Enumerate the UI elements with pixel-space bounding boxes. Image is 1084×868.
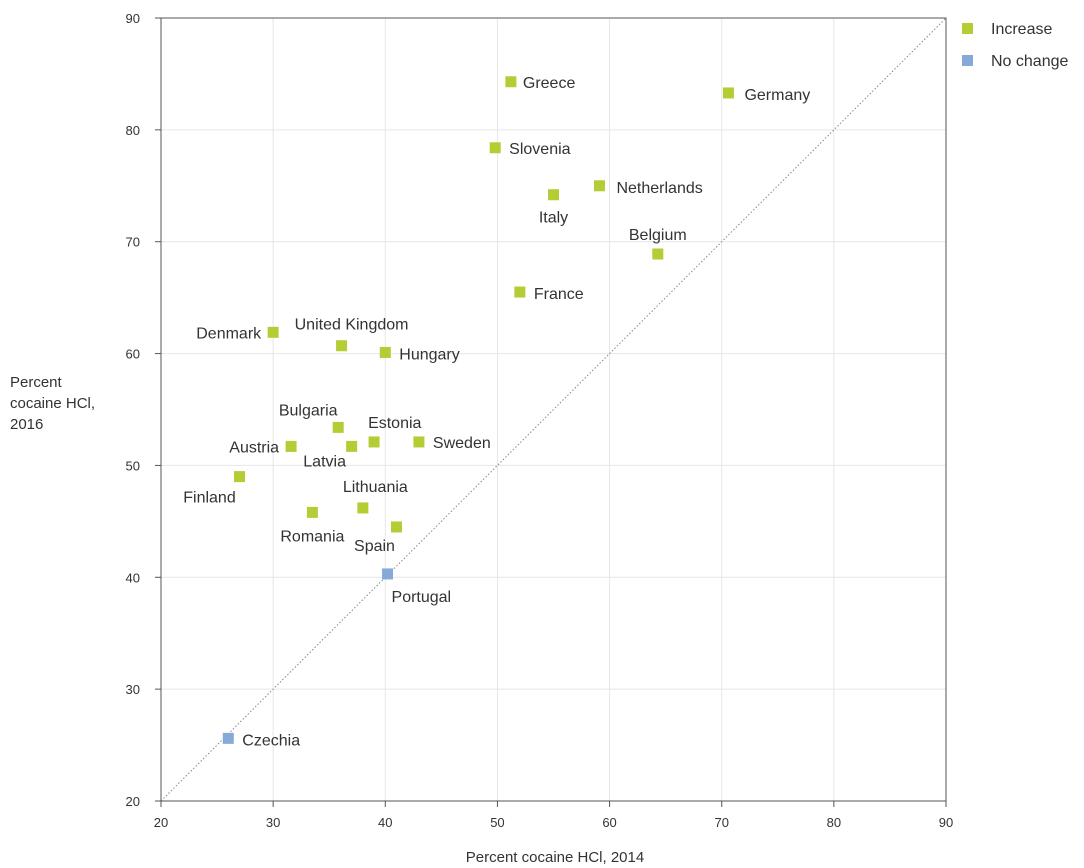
- legend: Increase No change: [962, 21, 1068, 70]
- y-tick-label-40: 40: [126, 570, 140, 585]
- label-denmark: Denmark: [196, 325, 262, 342]
- y-tick-label-70: 70: [126, 235, 140, 250]
- legend-item-no-change: No change: [962, 53, 1068, 70]
- legend-label-no-change: No change: [991, 53, 1068, 70]
- point-lithuania: [357, 502, 369, 514]
- label-italy: Italy: [539, 210, 568, 227]
- label-netherlands: Netherlands: [616, 180, 702, 197]
- y-axis-label-line-2: cocaine HCl,: [10, 395, 95, 412]
- label-finland: Finland: [183, 490, 235, 507]
- point-austria: [285, 440, 297, 452]
- point-hungary: [379, 346, 391, 358]
- label-united-kingdom: United Kingdom: [295, 317, 409, 334]
- label-estonia: Estonia: [368, 415, 421, 432]
- y-tick-label-90: 90: [126, 11, 140, 26]
- label-lithuania: Lithuania: [343, 479, 408, 496]
- label-belgium: Belgium: [629, 227, 687, 244]
- x-axis-label: Percent cocaine HCl, 2014: [466, 849, 644, 866]
- y-axis-label-line-1: Percent: [10, 374, 63, 391]
- x-tick-label-70: 70: [714, 815, 728, 830]
- label-slovenia: Slovenia: [509, 141, 570, 158]
- point-romania: [306, 506, 318, 518]
- label-czechia: Czechia: [242, 732, 300, 749]
- label-latvia: Latvia: [303, 453, 346, 470]
- y-axis-ticks: 20 30 40 50 60 70 80 90: [126, 11, 161, 809]
- point-portugal: [382, 568, 394, 580]
- y-tick-label-20: 20: [126, 794, 140, 809]
- label-austria: Austria: [229, 439, 279, 456]
- point-italy: [548, 189, 559, 201]
- label-germany: Germany: [744, 87, 810, 104]
- point-finland: [234, 471, 245, 483]
- point-czechia: [222, 732, 234, 744]
- label-greece: Greece: [523, 75, 576, 92]
- y-tick-label-30: 30: [126, 682, 140, 697]
- data-points: [222, 76, 734, 744]
- x-tick-label-50: 50: [490, 815, 504, 830]
- point-france: [514, 286, 526, 298]
- x-tick-label-90: 90: [939, 815, 953, 830]
- x-tick-label-80: 80: [827, 815, 841, 830]
- legend-item-increase: Increase: [962, 21, 1052, 38]
- point-denmark: [267, 326, 279, 338]
- label-spain: Spain: [354, 538, 395, 555]
- y-tick-label-60: 60: [126, 347, 140, 362]
- point-united-kingdom: [336, 340, 348, 352]
- data-labels: Greece Germany Slovenia Netherlands Italy Bel…: [183, 75, 810, 750]
- point-latvia: [346, 440, 358, 452]
- y-tick-label-50: 50: [126, 458, 140, 473]
- point-bulgaria: [332, 421, 344, 433]
- legend-swatch-no-change: [962, 55, 973, 66]
- x-tick-label-30: 30: [266, 815, 280, 830]
- legend-swatch-increase: [962, 23, 973, 34]
- y-axis-label: Percent cocaine HCl, 2016: [10, 374, 95, 433]
- point-netherlands: [593, 180, 605, 192]
- point-slovenia: [489, 142, 501, 154]
- plot-area: [160, 17, 947, 802]
- x-tick-label-40: 40: [378, 815, 392, 830]
- grid: [160, 17, 947, 802]
- point-spain: [391, 521, 402, 533]
- label-bulgaria: Bulgaria: [279, 402, 338, 419]
- reference-line-y-equals-x: [160, 17, 947, 802]
- label-france: France: [534, 286, 584, 303]
- point-belgium: [652, 248, 664, 260]
- x-tick-label-20: 20: [154, 815, 168, 830]
- point-estonia: [368, 436, 380, 448]
- label-hungary: Hungary: [399, 346, 459, 363]
- y-axis-label-line-3: 2016: [10, 416, 43, 433]
- label-romania: Romania: [280, 528, 344, 545]
- legend-label-increase: Increase: [991, 21, 1052, 38]
- label-portugal: Portugal: [392, 589, 452, 606]
- y-tick-label-80: 80: [126, 123, 140, 138]
- point-sweden: [413, 436, 425, 448]
- point-germany: [722, 87, 734, 99]
- label-sweden: Sweden: [433, 435, 491, 452]
- x-axis-ticks: 20 30 40 50 60 70 80 90: [154, 801, 953, 830]
- x-tick-label-60: 60: [602, 815, 616, 830]
- point-greece: [505, 76, 517, 88]
